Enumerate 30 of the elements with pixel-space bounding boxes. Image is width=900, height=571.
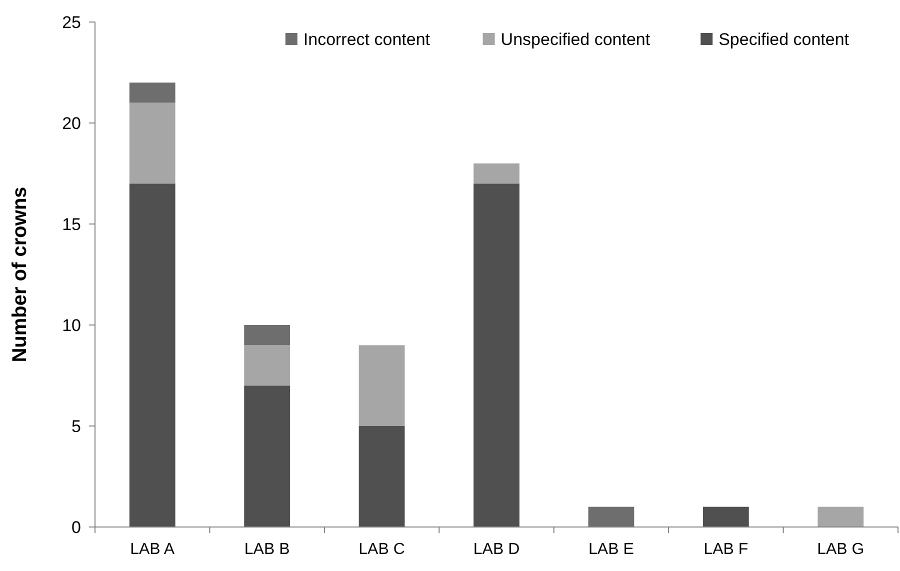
- y-tick-label: 25: [62, 12, 81, 32]
- x-tick-label: LAB F: [704, 541, 748, 558]
- bar: [358, 345, 405, 426]
- bar: [588, 506, 634, 527]
- x-tick-label: LAB C: [358, 541, 405, 558]
- y-tick-label: 5: [72, 416, 81, 436]
- x-tick-label: LAB G: [817, 541, 864, 558]
- y-tick-label: 10: [62, 316, 81, 335]
- legend-label: Incorrect content: [303, 30, 430, 49]
- x-tick-label: LAB A: [130, 541, 175, 558]
- bar: [129, 82, 176, 103]
- x-tick-label: LAB B: [244, 541, 290, 558]
- y-tick-label: 15: [62, 214, 81, 234]
- y-tick-label: 20: [62, 114, 81, 133]
- bar: [244, 386, 290, 527]
- bar: [129, 102, 176, 184]
- x-tick-label: LAB E: [588, 541, 634, 558]
- bar: [358, 426, 405, 527]
- y-axis-title: Number of crowns: [9, 186, 31, 362]
- bar: [474, 163, 520, 184]
- bar: [244, 345, 290, 386]
- y-tick-label: 0: [72, 518, 81, 537]
- bar: [818, 506, 864, 527]
- bar: [129, 184, 176, 527]
- x-tick-label: LAB D: [473, 541, 520, 558]
- legend-label: Specified content: [718, 30, 850, 49]
- bar: [474, 184, 520, 527]
- legend-label: Unspecified content: [500, 30, 650, 49]
- bar: [244, 325, 290, 346]
- bar: [702, 506, 749, 527]
